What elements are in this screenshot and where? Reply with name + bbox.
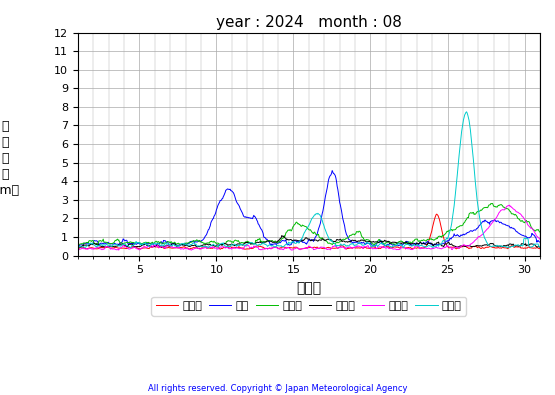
屋久島 [74,246,81,250]
Line: 石廠崎: 石廠崎 [78,203,540,245]
屋久島 [417,243,424,248]
Legend: 上ノ国, 唐桑, 石廠崎, 経ヶ岸, 生月島, 屋久島: 上ノ国, 唐桑, 石廠崎, 経ヶ岸, 生月島, 屋久島 [152,297,466,316]
経ヶ岸 [74,246,81,250]
石廠崎 [406,240,413,245]
唐桑 [537,240,543,245]
唐桑 [329,168,336,173]
石廠崎 [489,201,496,206]
唐桑 [418,241,425,246]
経ヶ岸 [537,245,543,250]
上ノ国 [537,246,543,251]
生月島 [537,237,543,242]
石廠崎 [76,242,83,246]
経ヶ岸 [139,243,146,248]
経ヶ岸 [279,233,285,238]
唐桑 [76,243,83,248]
上ノ国 [407,245,413,250]
X-axis label: （日）: （日） [296,281,321,295]
経ヶ岸 [76,245,83,249]
石廠崎 [139,241,146,246]
屋久島 [271,244,278,249]
上ノ国 [217,247,224,252]
Line: 唐桑: 唐桑 [78,171,540,246]
屋久島 [289,239,296,244]
上ノ国 [139,246,146,250]
唐桑 [74,244,81,249]
上ノ国 [273,245,279,250]
Line: 生月島: 生月島 [78,205,540,250]
石廠崎 [271,239,278,244]
屋久島 [537,245,543,249]
上ノ国 [290,246,296,250]
生月島 [74,248,81,252]
Text: 有
義
波
高
（m）: 有 義 波 高 （m） [0,120,19,196]
経ヶ岸 [290,238,296,243]
屋久島 [76,244,83,249]
上ノ国 [74,247,81,252]
生月島 [418,246,425,251]
屋久島 [406,243,413,248]
Text: All rights reserved. Copyright © Japan Meteorological Agency: All rights reserved. Copyright © Japan M… [148,384,407,393]
経ヶ岸 [418,241,425,245]
石廠崎 [417,239,424,243]
生月島 [506,203,513,207]
経ヶ岸 [407,241,413,246]
Line: 屋久島: 屋久島 [78,112,540,248]
唐桑 [271,241,278,246]
唐桑 [407,242,413,246]
生月島 [76,247,83,252]
屋久島 [139,243,146,247]
唐桑 [289,240,296,245]
屋久島 [463,109,470,114]
上ノ国 [433,212,440,216]
石廠崎 [74,243,81,248]
Line: 経ヶ岸: 経ヶ岸 [78,235,540,248]
石廠崎 [289,226,296,231]
経ヶ岸 [271,240,278,245]
生月島 [273,245,279,250]
石廠崎 [537,230,543,235]
上ノ国 [76,245,83,250]
Title: year : 2024   month : 08: year : 2024 month : 08 [216,15,402,30]
上ノ国 [418,245,425,250]
生月島 [139,246,146,250]
生月島 [188,248,195,252]
唐桑 [139,242,146,247]
Line: 上ノ国: 上ノ国 [78,214,540,249]
生月島 [407,246,413,251]
生月島 [290,247,296,252]
